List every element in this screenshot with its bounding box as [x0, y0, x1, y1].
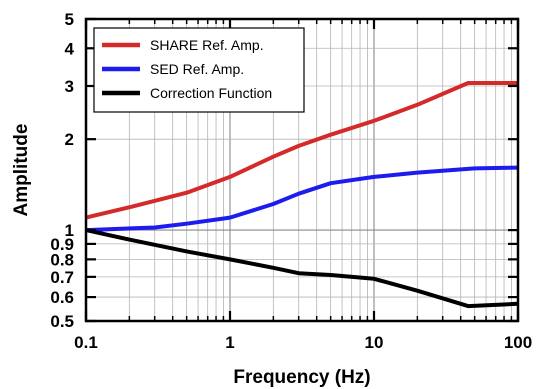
legend-label-1: SHARE Ref. Amp.	[150, 37, 264, 53]
x-tick-label: 0.1	[74, 333, 98, 352]
series-lines	[85, 81, 519, 309]
y-tick-label: 4	[65, 39, 75, 58]
x-tick-label: 1	[225, 333, 234, 352]
y-tick-label: 1	[65, 221, 74, 240]
y-axis-title: Amplitude	[11, 124, 32, 217]
y-tick-label: 0.5	[50, 312, 74, 331]
series-line-3	[85, 228, 519, 309]
legend-label-3: Correction Function	[150, 85, 272, 101]
series-line-2	[85, 165, 519, 233]
y-tick-label: 2	[65, 130, 74, 149]
x-tick-label: 100	[504, 333, 532, 352]
y-tick-label: 0.8	[50, 250, 74, 269]
y-tick-label: 0.9	[50, 235, 74, 254]
y-tick-label: 5	[65, 10, 74, 29]
x-axis-title: Frequency (Hz)	[233, 367, 370, 388]
plot-frame	[84, 17, 520, 323]
legend-label-2: SED Ref. Amp.	[150, 61, 244, 77]
series-line-1	[85, 81, 518, 220]
y-tick-label: 0.6	[50, 288, 74, 307]
x-tick-label: 10	[365, 333, 384, 352]
legend: SHARE Ref. Amp. SED Ref. Amp. Correction F…	[93, 27, 305, 113]
y-tick-label: 3	[65, 77, 74, 96]
y-tick-label: 0.7	[50, 268, 74, 287]
